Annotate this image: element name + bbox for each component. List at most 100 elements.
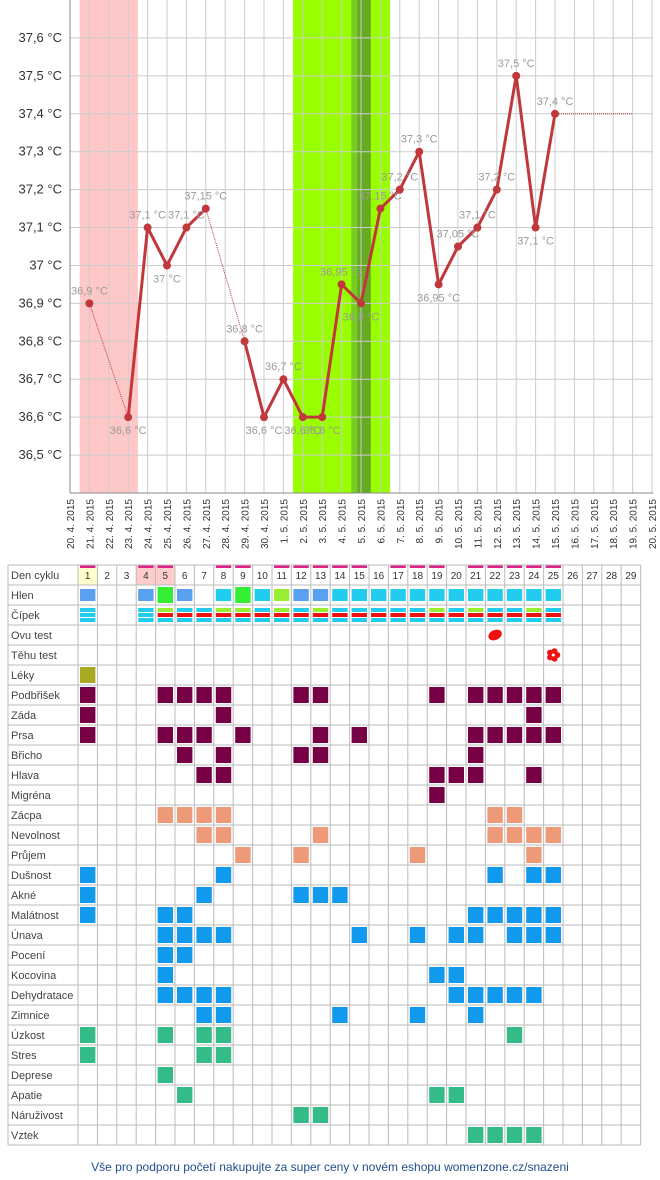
symptom-cell: [157, 927, 173, 943]
symptom-cell: [215, 827, 232, 843]
symptom-cell: [487, 807, 503, 823]
row-label: Náruživost: [11, 1110, 63, 1122]
series-line-segment: [476, 188, 499, 229]
tehu-test-icon: [551, 648, 558, 655]
symptom-cell: [487, 827, 503, 843]
y-tick-label: 36,5 °C: [18, 447, 62, 462]
cycle-day-number: 26: [567, 571, 579, 582]
hlen-cell: [138, 589, 154, 601]
cipek-bottom: [371, 618, 387, 622]
series-line-segment: [243, 340, 266, 418]
cipek-mid: [138, 613, 154, 617]
x-tick-label: 30. 4. 2015: [260, 499, 271, 549]
cipek-bottom: [545, 618, 561, 622]
x-tick-label: 27. 4. 2015: [202, 499, 213, 549]
cycle-day-number: 28: [606, 571, 618, 582]
cipek-bottom: [506, 618, 523, 622]
symptom-cell: [468, 1007, 484, 1023]
cipek-mid: [80, 613, 96, 617]
series-line-segment: [456, 226, 479, 248]
symptom-cell: [506, 687, 523, 703]
hlen-cell: [409, 589, 426, 601]
x-tick-label: 8. 5. 2015: [415, 499, 426, 544]
data-label: 37,3 °C: [401, 134, 438, 146]
cipek-bottom: [274, 618, 290, 622]
footer-text[interactable]: Vše pro podporu početí nakupujte za supe…: [91, 1160, 569, 1174]
cipek-mid: [545, 613, 561, 617]
data-point: [492, 185, 501, 194]
symptom-cell: [526, 987, 542, 1003]
row-label: Čípek: [11, 609, 40, 622]
hlen-cell: [177, 589, 193, 601]
x-tick-label: 13. 5. 2015: [512, 499, 523, 549]
symptom-cell: [429, 787, 445, 803]
symptom-cell: [506, 987, 523, 1003]
cipek-top: [332, 608, 348, 612]
data-label: 37,15 °C: [184, 191, 227, 203]
cycle-day-number: 21: [470, 571, 482, 582]
y-tick-label: 36,8 °C: [18, 333, 62, 348]
x-tick-label: 3. 5. 2015: [318, 499, 329, 544]
cycle-day-number: 24: [528, 571, 540, 582]
day-marker: [80, 565, 96, 568]
cycle-day-number: 22: [490, 571, 502, 582]
y-tick-label: 36,6 °C: [18, 409, 62, 424]
data-point: [240, 337, 249, 346]
data-point: [85, 299, 94, 308]
cycle-day-number: 11: [277, 571, 288, 582]
row-label: Břicho: [11, 750, 42, 762]
hlen-cell: [429, 589, 445, 601]
data-point: [473, 223, 482, 232]
symptom-cell: [487, 727, 503, 743]
symptom-cell: [429, 967, 445, 983]
cycle-day-number: 20: [451, 571, 463, 582]
symptom-cell: [177, 687, 193, 703]
symptom-cell: [351, 927, 367, 943]
symptom-cell: [196, 987, 212, 1003]
symptom-cell: [409, 1007, 426, 1023]
cipek-bottom: [177, 618, 193, 622]
hlen-cell: [235, 587, 251, 603]
cipek-bottom: [429, 618, 445, 622]
day-marker: [506, 565, 523, 568]
symptom-cell: [215, 747, 232, 763]
row-label: Dehydratace: [11, 990, 73, 1002]
symptom-cell: [429, 767, 445, 783]
cipek-mid: [371, 613, 387, 617]
symptom-cell: [429, 687, 445, 703]
symptom-cell: [545, 727, 561, 743]
symptom-cell: [468, 727, 484, 743]
data-point: [318, 413, 327, 422]
row-label: Akné: [11, 890, 36, 902]
cycle-day-number: 1: [85, 571, 91, 582]
x-tick-label: 15. 5. 2015: [551, 499, 562, 549]
hlen-cell: [254, 589, 270, 601]
day-marker: [351, 565, 367, 568]
cipek-bottom: [215, 618, 232, 622]
cipek-bottom: [312, 618, 329, 622]
cipek-bottom: [526, 618, 542, 622]
symptom-cell: [506, 927, 523, 943]
cycle-day-number: 6: [182, 571, 188, 582]
y-tick-label: 36,7 °C: [18, 371, 62, 386]
cipek-top: [293, 608, 309, 612]
symptom-cell: [196, 807, 212, 823]
cipek-top: [138, 608, 154, 612]
data-label: 37,1 °C: [129, 210, 166, 222]
symptom-cell: [293, 847, 309, 863]
symptom-cell: [468, 687, 484, 703]
symptom-cell: [545, 927, 561, 943]
x-tick-label: 21. 4. 2015: [85, 499, 96, 549]
tehu-test-icon: [547, 654, 554, 661]
data-point: [201, 204, 210, 213]
cycle-day-number: 18: [412, 571, 424, 582]
symptom-cell: [196, 1027, 212, 1043]
cycle-day-number: 7: [201, 571, 207, 582]
symptom-cell: [312, 1107, 329, 1123]
x-tick-label: 2. 5. 2015: [299, 499, 310, 544]
symptom-cell: [196, 727, 212, 743]
symptom-cell: [157, 987, 173, 1003]
x-tick-label: 14. 5. 2015: [532, 499, 543, 549]
cipek-bottom: [293, 618, 309, 622]
data-label: 36,6 °C: [110, 425, 147, 437]
